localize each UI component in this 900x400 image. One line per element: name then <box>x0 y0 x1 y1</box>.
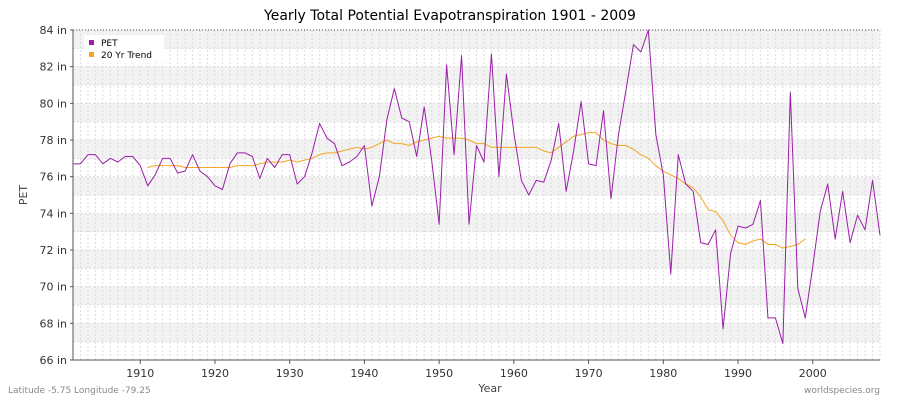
x-tick-labels: 1910 1920 1930 1940 1950 1960 1970 1980 1990 2000 <box>126 367 827 380</box>
x-tick-label: 1970 <box>575 367 603 380</box>
legend-swatch-trend <box>89 52 94 57</box>
x-tick-label: 1920 <box>201 367 229 380</box>
plot-band <box>73 231 880 250</box>
x-tick-label: 1940 <box>350 367 378 380</box>
y-tick-label: 72 in <box>39 244 67 257</box>
x-axis-label: Year <box>477 382 502 395</box>
y-tick-label: 76 in <box>39 171 67 184</box>
legend-swatch-pet <box>89 40 94 45</box>
y-tick-label: 74 in <box>39 207 67 220</box>
y-tick-label: 66 in <box>39 354 67 367</box>
x-tick-label: 1960 <box>500 367 528 380</box>
x-tick-label: 2000 <box>799 367 827 380</box>
y-tick-label: 78 in <box>39 134 67 147</box>
x-tick-label: 1950 <box>425 367 453 380</box>
legend-label-trend: 20 Yr Trend <box>101 51 152 61</box>
y-tick-label: 84 in <box>39 24 67 37</box>
footer-coordinates: Latitude -5.75 Longitude -79.25 <box>8 386 151 396</box>
x-tick-label: 1990 <box>724 367 752 380</box>
y-axis-label: PET <box>17 185 30 206</box>
x-tick-label: 1910 <box>126 367 154 380</box>
legend: PET 20 Yr Trend <box>84 35 164 63</box>
legend-box <box>84 35 164 63</box>
chart-title: Yearly Total Potential Evapotranspiratio… <box>263 8 636 24</box>
y-tick-label: 80 in <box>39 97 67 110</box>
y-tick-label: 70 in <box>39 281 67 294</box>
legend-label-pet: PET <box>101 39 118 49</box>
axes <box>70 29 880 364</box>
y-tick-label: 68 in <box>39 317 67 330</box>
x-tick-label: 1930 <box>276 367 304 380</box>
series-line-trend <box>147 132 806 249</box>
y-tick-labels: 66 in 68 in 70 in 72 in 74 in 76 in 78 in 80 in… <box>39 24 67 367</box>
series-line-pet <box>73 29 881 344</box>
y-tick-label: 82 in <box>39 61 67 74</box>
x-tick-label: 1980 <box>649 367 677 380</box>
series-layer <box>73 29 881 344</box>
footer-source: worldspecies.org <box>804 386 880 396</box>
